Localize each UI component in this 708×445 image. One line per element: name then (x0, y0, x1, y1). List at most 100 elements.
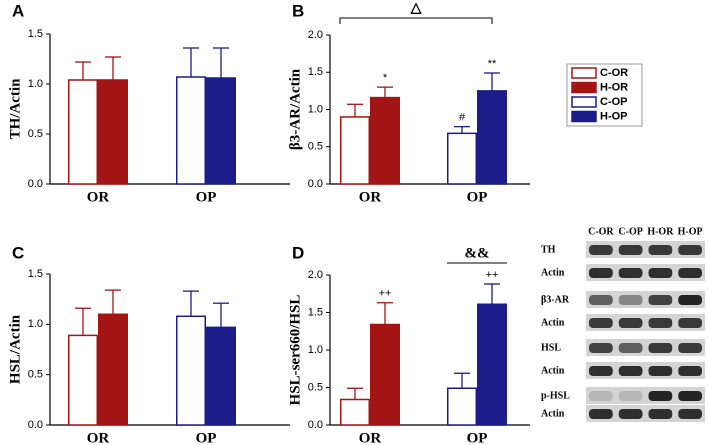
significance-mark: # (459, 112, 466, 124)
blot-band (648, 295, 673, 305)
x-tick-label: OR (359, 189, 382, 205)
blot-row-label: Actin (541, 365, 565, 376)
blot-column-label: C-OR (588, 226, 614, 237)
significance-mark: * (383, 72, 388, 84)
blot-row-label: TH (541, 244, 556, 255)
blot-band (618, 409, 643, 419)
blot-band (618, 391, 643, 401)
bar (206, 326, 236, 426)
bar (98, 313, 128, 426)
blot-row-label: HSL (541, 342, 561, 353)
blot-band (678, 245, 702, 255)
blot-strip (586, 291, 705, 308)
y-tick-label: 0.0 (28, 178, 43, 190)
y-tick-label: 0.5 (28, 128, 43, 140)
legend-swatch (571, 96, 597, 108)
blot-band (678, 343, 702, 353)
blot-band (678, 295, 702, 305)
x-tick-label: OP (196, 430, 217, 445)
blot-column-label: H-OP (678, 226, 703, 237)
x-tick-label: OP (467, 430, 488, 445)
bar (176, 76, 206, 185)
blot-band (678, 409, 702, 419)
blot-band (589, 391, 613, 401)
blot-band (648, 318, 673, 328)
x-tick-label: OR (87, 430, 110, 445)
panel-label: B (292, 1, 304, 20)
x-tick-label: OP (196, 189, 217, 205)
bar (68, 79, 98, 185)
bar (370, 96, 400, 185)
y-tick-label: 2.0 (308, 269, 323, 281)
blot-strip (586, 387, 705, 404)
y-axis-label: TH/Actin (7, 78, 23, 139)
legend-swatch (571, 81, 597, 94)
legend-label: H-OP (600, 110, 628, 122)
blot-band (618, 245, 643, 255)
blot-band (648, 268, 673, 278)
blot-band (618, 366, 643, 376)
y-axis-label: HSL-ser660/HSL (287, 295, 303, 406)
bracket-label: △ (410, 1, 423, 16)
bar (477, 90, 507, 185)
blot-column-label: C-OP (618, 226, 642, 237)
blot-strip (586, 264, 705, 281)
blot-band (589, 409, 613, 419)
blot-band (618, 318, 643, 328)
blot-row-label: p-HSL (541, 390, 570, 401)
blot-strip (586, 405, 705, 422)
blot-band (678, 391, 702, 401)
y-tick-label: 1.5 (28, 28, 43, 40)
blot-band (648, 343, 673, 353)
x-tick-label: OR (359, 430, 382, 445)
legend-label: C-OR (600, 67, 628, 79)
y-tick-label: 1.0 (308, 103, 323, 115)
legend-swatch (571, 67, 597, 79)
panel-label: D (292, 243, 304, 262)
blot-band (589, 366, 613, 376)
bar (340, 116, 370, 185)
panel-label: A (12, 1, 24, 20)
blot-row-label: β3-AR (541, 294, 570, 305)
blot-row-label: Actin (541, 267, 565, 278)
significance-mark: ++ (486, 269, 499, 281)
bar (370, 323, 400, 426)
y-tick-label: 0.5 (308, 141, 323, 153)
group-label: && (465, 245, 490, 261)
blot-row-label: Actin (541, 317, 565, 328)
bar (206, 77, 236, 185)
y-tick-label: 1.5 (28, 268, 43, 280)
blot-band (589, 343, 613, 353)
y-tick-label: 0.0 (28, 419, 43, 431)
y-tick-label: 1.0 (28, 318, 43, 330)
bar (176, 315, 206, 426)
panel-label: C (12, 243, 24, 262)
bar (340, 398, 370, 426)
significance-mark: ++ (379, 288, 392, 300)
x-tick-label: OR (87, 189, 110, 205)
blot-band (678, 318, 702, 328)
blot-band (618, 343, 643, 353)
blot-row-label: Actin (541, 408, 565, 419)
y-tick-label: 0.0 (308, 419, 323, 431)
x-tick-label: OP (467, 189, 488, 205)
bar (477, 303, 507, 426)
blot-band (648, 409, 673, 419)
bar (98, 79, 128, 185)
blot-strip (586, 241, 705, 258)
y-tick-label: 1.0 (308, 344, 323, 356)
bracket (339, 17, 493, 24)
blot-strip (586, 314, 705, 331)
legend-label: C-OP (600, 96, 628, 108)
blot-band (589, 295, 613, 305)
y-axis-label: HSL/Actin (7, 314, 23, 384)
y-tick-label: 0.5 (28, 369, 43, 381)
bar (447, 387, 477, 426)
legend-swatch (571, 110, 597, 123)
y-axis-label: β3-AR/Actin (287, 68, 303, 150)
blot-band (648, 391, 673, 401)
y-tick-label: 0.0 (308, 178, 323, 190)
blot-band (618, 268, 643, 278)
y-tick-label: 0.5 (308, 381, 323, 393)
